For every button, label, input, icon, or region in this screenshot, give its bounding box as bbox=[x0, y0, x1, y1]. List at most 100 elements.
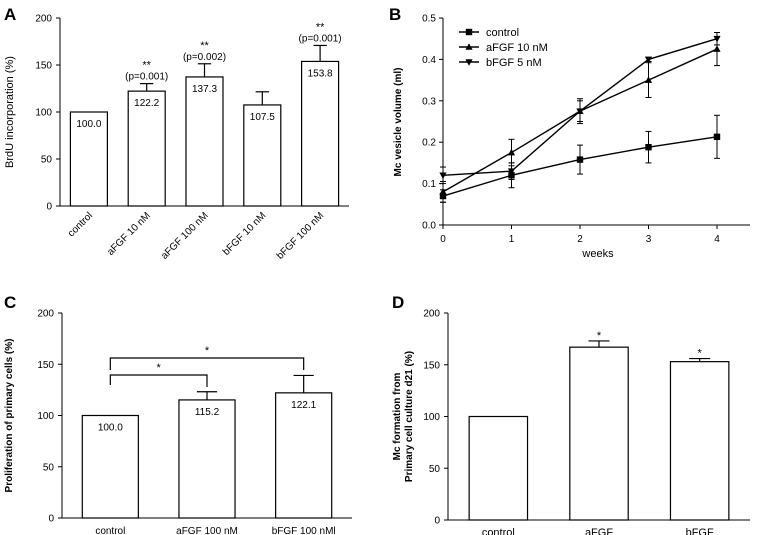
y-axis-label: BrdU incorporation (%) bbox=[4, 56, 16, 168]
x-tick-label: bFGF bbox=[686, 527, 714, 535]
significance-marker: * bbox=[597, 330, 602, 342]
y-tick-label: 100 bbox=[423, 412, 440, 423]
panel-label: A bbox=[4, 5, 16, 24]
y-axis-label-line1: Mc formation from bbox=[392, 373, 403, 461]
panel-label: C bbox=[4, 293, 16, 312]
x-tick-label: aFGF bbox=[585, 527, 613, 535]
x-tick-label: bFGF 100 nMl bbox=[272, 526, 336, 535]
legend-marker bbox=[465, 28, 473, 36]
data-point bbox=[507, 148, 516, 156]
significance-bracket bbox=[109, 374, 208, 387]
data-point bbox=[576, 156, 584, 163]
x-tick-label: aFGF 10 nM bbox=[105, 210, 152, 257]
data-point bbox=[713, 45, 721, 52]
x-tick-label: 1 bbox=[509, 234, 515, 245]
y-tick-label: 0 bbox=[48, 514, 54, 525]
y-axis-label: Proliferation of primary cells (%) bbox=[4, 339, 15, 493]
y-tick-label: 0.1 bbox=[422, 179, 436, 190]
value-label: 122.1 bbox=[291, 400, 316, 411]
data-point bbox=[713, 35, 721, 43]
x-tick-label: aFGF 100 nM bbox=[159, 210, 210, 261]
x-tick-label: control bbox=[95, 526, 125, 535]
data-point bbox=[576, 108, 584, 115]
bracket-label: * bbox=[205, 345, 210, 357]
value-label: 137.3 bbox=[192, 84, 217, 95]
panel-b: B 0.0 0.1 0.2 0.3 0.4 0.5 0 1 2 3 4 weeks Mc vesicle … bbox=[389, 5, 750, 260]
data-point bbox=[439, 172, 447, 180]
y-tick-label: 200 bbox=[37, 309, 54, 320]
bracket-label: * bbox=[157, 362, 162, 374]
x-tick-label: aFGF 100 nM bbox=[176, 526, 238, 535]
value-label: 122.2 bbox=[134, 98, 159, 109]
data-point bbox=[713, 133, 721, 141]
bar bbox=[185, 76, 224, 207]
legend-label: aFGF 10 nM bbox=[486, 42, 548, 54]
x-tick-label: 3 bbox=[646, 234, 652, 245]
bar bbox=[243, 104, 282, 207]
bar bbox=[127, 90, 166, 207]
p-value-label: (p=0.001) bbox=[299, 33, 342, 44]
bar bbox=[468, 415, 529, 521]
data-point bbox=[644, 76, 653, 83]
data-point bbox=[507, 168, 516, 175]
series-bfgf-5-nm: bFGF 5 nM bbox=[439, 31, 721, 185]
legend-label: bFGF 5 nM bbox=[486, 57, 542, 69]
y-tick-label: 200 bbox=[423, 309, 440, 320]
p-value-label: (p=0.001) bbox=[125, 72, 168, 83]
y-tick-label: 0 bbox=[46, 202, 52, 213]
bar bbox=[178, 399, 236, 519]
y-tick-label: 0.0 bbox=[422, 221, 436, 232]
significance-marker: ** bbox=[142, 60, 151, 72]
y-tick-label: 200 bbox=[35, 14, 52, 25]
x-tick-label: control bbox=[66, 210, 95, 239]
significance-marker: ** bbox=[316, 21, 325, 33]
x-tick-label: control bbox=[482, 527, 515, 535]
panel-c: C 0 50 100 150 200 Proliferation of primary ce… bbox=[4, 293, 352, 535]
bar bbox=[301, 60, 340, 207]
y-tick-label: 100 bbox=[37, 411, 54, 422]
x-tick-label: bFGF 10 nM bbox=[221, 210, 268, 257]
y-axis-label: Mc vesicle volume (ml) bbox=[393, 68, 404, 177]
data-point bbox=[644, 56, 653, 64]
bar bbox=[569, 346, 629, 521]
legend-marker bbox=[465, 43, 473, 50]
significance-marker: ** bbox=[200, 40, 209, 52]
y-tick-label: 50 bbox=[43, 462, 55, 473]
legend-marker bbox=[465, 59, 473, 66]
p-value-label: (p=0.002) bbox=[183, 52, 226, 63]
y-tick-label: 100 bbox=[35, 108, 52, 119]
significance-bracket bbox=[109, 357, 305, 370]
legend-label: control bbox=[486, 27, 519, 39]
panel-a: A 0 50 100 150 200 BrdU incorporation (%) 100.0… bbox=[4, 5, 349, 262]
bar bbox=[669, 361, 730, 521]
significance-marker: * bbox=[698, 348, 703, 360]
y-tick-label: 0.4 bbox=[422, 55, 436, 66]
y-tick-label: 50 bbox=[41, 155, 53, 166]
data-point bbox=[439, 188, 447, 195]
y-tick-label: 0.5 bbox=[422, 14, 436, 25]
panel-label: B bbox=[389, 5, 401, 24]
y-tick-label: 0.2 bbox=[422, 138, 436, 149]
x-tick-label: bFGF 100 nM bbox=[275, 210, 326, 261]
data-point bbox=[645, 143, 652, 151]
x-tick-label: 2 bbox=[577, 234, 583, 245]
panel-label: D bbox=[392, 293, 404, 312]
value-label: 115.2 bbox=[195, 407, 220, 418]
value-label: 153.8 bbox=[308, 68, 333, 79]
panel-d: D 0 50 100 150 200 Mc formation from Primary ce… bbox=[392, 293, 750, 535]
x-axis-label: weeks bbox=[581, 248, 614, 260]
value-label: 100.0 bbox=[76, 119, 101, 130]
y-tick-label: 0 bbox=[434, 516, 440, 527]
y-tick-label: 150 bbox=[35, 61, 52, 72]
bar bbox=[69, 111, 108, 207]
y-tick-label: 50 bbox=[429, 464, 441, 475]
y-tick-label: 150 bbox=[37, 360, 54, 371]
bar bbox=[81, 414, 139, 519]
x-tick-label: 4 bbox=[714, 234, 720, 245]
bar bbox=[275, 392, 333, 519]
y-tick-label: 0.3 bbox=[422, 96, 436, 107]
value-label: 100.0 bbox=[98, 423, 123, 434]
x-tick-label: 0 bbox=[440, 234, 446, 245]
value-label: 107.5 bbox=[250, 112, 275, 123]
